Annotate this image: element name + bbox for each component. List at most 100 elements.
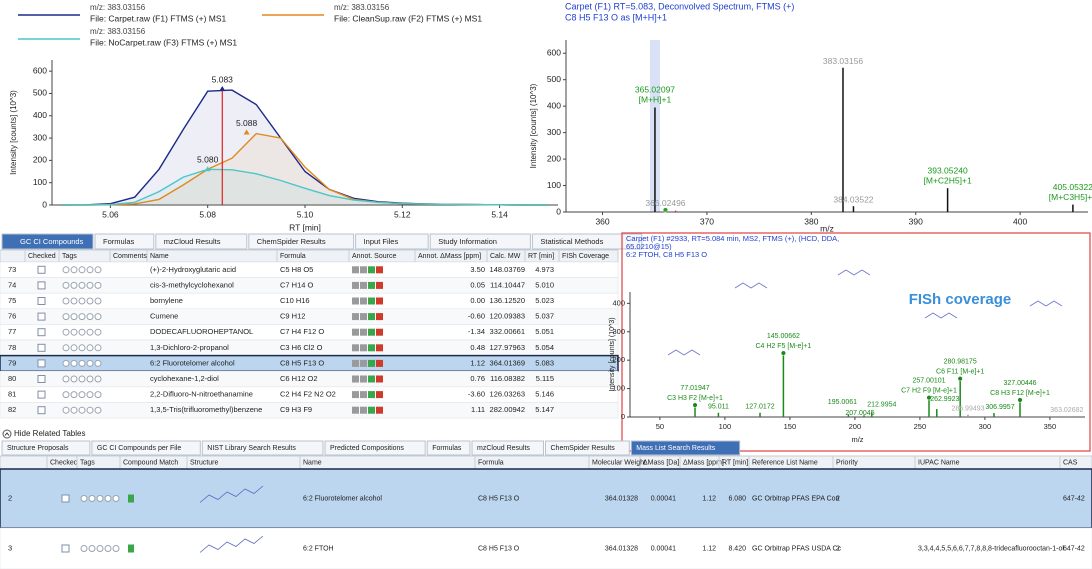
checkbox[interactable] bbox=[37, 312, 46, 321]
tag-dot bbox=[96, 495, 104, 502]
cell-rt: 5.147 bbox=[535, 405, 554, 414]
cell-reference: GC Orbitrap PFAS EPA Con bbox=[752, 495, 840, 502]
column-header[interactable]: ΔMass [ppm] bbox=[683, 459, 724, 466]
source-box bbox=[352, 359, 359, 367]
column-header[interactable]: Comments bbox=[113, 253, 147, 260]
table-row[interactable] bbox=[0, 527, 1092, 569]
tab-label[interactable]: GC CI Compounds per File bbox=[97, 445, 182, 452]
cell-ppm: 3.50 bbox=[470, 265, 485, 274]
column-header[interactable]: CAS bbox=[1063, 459, 1078, 466]
cell-priority: 2 bbox=[836, 545, 840, 552]
x-tick-label: 250 bbox=[914, 422, 927, 431]
source-box bbox=[376, 266, 383, 274]
checkbox[interactable] bbox=[37, 359, 46, 368]
column-header[interactable]: ΔMass [Da] bbox=[643, 459, 679, 466]
tab[interactable] bbox=[155, 233, 248, 250]
tab-label[interactable]: Formulas bbox=[103, 237, 135, 246]
checkbox[interactable] bbox=[37, 297, 46, 305]
tab[interactable] bbox=[545, 440, 630, 456]
checkbox[interactable] bbox=[37, 390, 46, 399]
tab-label[interactable]: Structure Proposals bbox=[7, 445, 69, 452]
column-header[interactable]: Structure bbox=[190, 459, 219, 466]
column-header[interactable]: Calc. MW bbox=[490, 253, 521, 260]
column-header[interactable]: Annot. ΔMass [ppm] bbox=[418, 253, 481, 260]
checkbox[interactable] bbox=[37, 375, 46, 383]
y-tick-label: 500 bbox=[547, 74, 561, 84]
column-header[interactable]: Checked bbox=[50, 459, 78, 466]
tab[interactable] bbox=[201, 440, 324, 456]
cell-formula: C9 H12 bbox=[280, 312, 305, 321]
column-header[interactable]: Tags bbox=[80, 459, 95, 466]
hide-related[interactable]: Hide Related Tables bbox=[14, 429, 85, 438]
column-header[interactable]: RT [min] bbox=[722, 459, 748, 466]
tab[interactable] bbox=[94, 233, 155, 250]
tab-label[interactable]: mzCloud Results bbox=[477, 445, 530, 452]
tab[interactable] bbox=[429, 233, 531, 250]
tab-label[interactable]: Input Files bbox=[364, 237, 399, 246]
tab-label[interactable]: Predicted Compositions bbox=[330, 445, 404, 452]
checkbox[interactable] bbox=[37, 343, 46, 352]
tab-label[interactable]: GC CI Compounds bbox=[20, 237, 84, 246]
cell-mw: 282.00942 bbox=[490, 405, 525, 414]
column-header[interactable]: FISh Coverage bbox=[562, 253, 609, 260]
column-header[interactable]: Name bbox=[303, 459, 322, 466]
tag-dot bbox=[112, 545, 120, 552]
column-header[interactable]: Name bbox=[150, 253, 169, 260]
x-tick-label: 50 bbox=[656, 422, 664, 431]
tab[interactable] bbox=[471, 440, 544, 456]
column-header[interactable]: Formula bbox=[478, 459, 504, 466]
tab-label[interactable]: ChemSpider Results bbox=[257, 237, 326, 246]
tab-label[interactable]: Formulas bbox=[432, 445, 462, 452]
tab[interactable] bbox=[91, 440, 201, 456]
tab[interactable] bbox=[630, 440, 741, 456]
column-header[interactable]: IUPAC Name bbox=[918, 459, 960, 466]
column-header[interactable]: Tags bbox=[62, 253, 77, 260]
cell-rt: 5.051 bbox=[535, 327, 554, 336]
tab[interactable] bbox=[1, 233, 94, 250]
x-axis-label: m/z bbox=[820, 223, 834, 233]
column-header[interactable]: RT [min] bbox=[528, 253, 554, 260]
y-tick-label: 200 bbox=[33, 155, 47, 165]
cell-formula: C6 H12 O2 bbox=[280, 374, 318, 383]
peak-marker bbox=[204, 166, 211, 172]
tab-label[interactable]: Study Information bbox=[438, 237, 497, 246]
cell-formula: C7 H14 O bbox=[280, 280, 314, 289]
column-header[interactable]: Annot. Source bbox=[352, 253, 396, 260]
collapse-icon[interactable] bbox=[2, 429, 12, 439]
tag-dot bbox=[86, 375, 94, 383]
table-row[interactable] bbox=[0, 402, 619, 419]
legend-entry: File: NoCarpet.raw (F3) FTMS (+) MS1 bbox=[90, 37, 237, 47]
checkbox[interactable] bbox=[37, 265, 46, 274]
checkbox[interactable] bbox=[37, 328, 46, 337]
tab-label[interactable]: ChemSpider Results bbox=[551, 445, 616, 452]
peak-label: 393.05240 bbox=[928, 165, 968, 175]
tag-dot bbox=[86, 406, 94, 414]
column-header[interactable]: Reference List Name bbox=[752, 459, 818, 466]
tab[interactable] bbox=[248, 233, 355, 250]
tab-label[interactable]: mzCloud Results bbox=[164, 237, 221, 246]
tag-dot bbox=[78, 344, 86, 352]
column-header[interactable]: Formula bbox=[280, 253, 306, 260]
column-header[interactable]: Priority bbox=[836, 459, 858, 466]
column-header[interactable]: Checked bbox=[28, 253, 56, 260]
column-header[interactable]: Molecular Weight bbox=[592, 459, 646, 466]
checkbox[interactable] bbox=[37, 406, 46, 415]
tag-dot bbox=[86, 313, 94, 321]
legend-mz: m/z: 383.03156 bbox=[90, 3, 146, 12]
checkbox[interactable] bbox=[37, 281, 46, 290]
tab[interactable] bbox=[531, 233, 643, 250]
tab[interactable] bbox=[355, 233, 429, 250]
tab-label[interactable]: NIST Library Search Results bbox=[207, 445, 296, 452]
tab[interactable] bbox=[426, 440, 471, 456]
tab-label[interactable]: Statistical Methods bbox=[540, 237, 603, 246]
column-header[interactable]: Compound Match bbox=[123, 459, 178, 466]
peak-label: 5.080 bbox=[197, 155, 219, 165]
table-row[interactable] bbox=[0, 468, 1092, 529]
tab-label[interactable]: Mass List Search Results bbox=[636, 445, 715, 452]
tab[interactable] bbox=[324, 440, 426, 456]
checkbox[interactable] bbox=[61, 494, 70, 503]
cell-mw: 120.09383 bbox=[490, 312, 525, 321]
tab[interactable] bbox=[1, 440, 91, 456]
checkbox[interactable] bbox=[61, 544, 70, 553]
source-box bbox=[360, 266, 367, 274]
